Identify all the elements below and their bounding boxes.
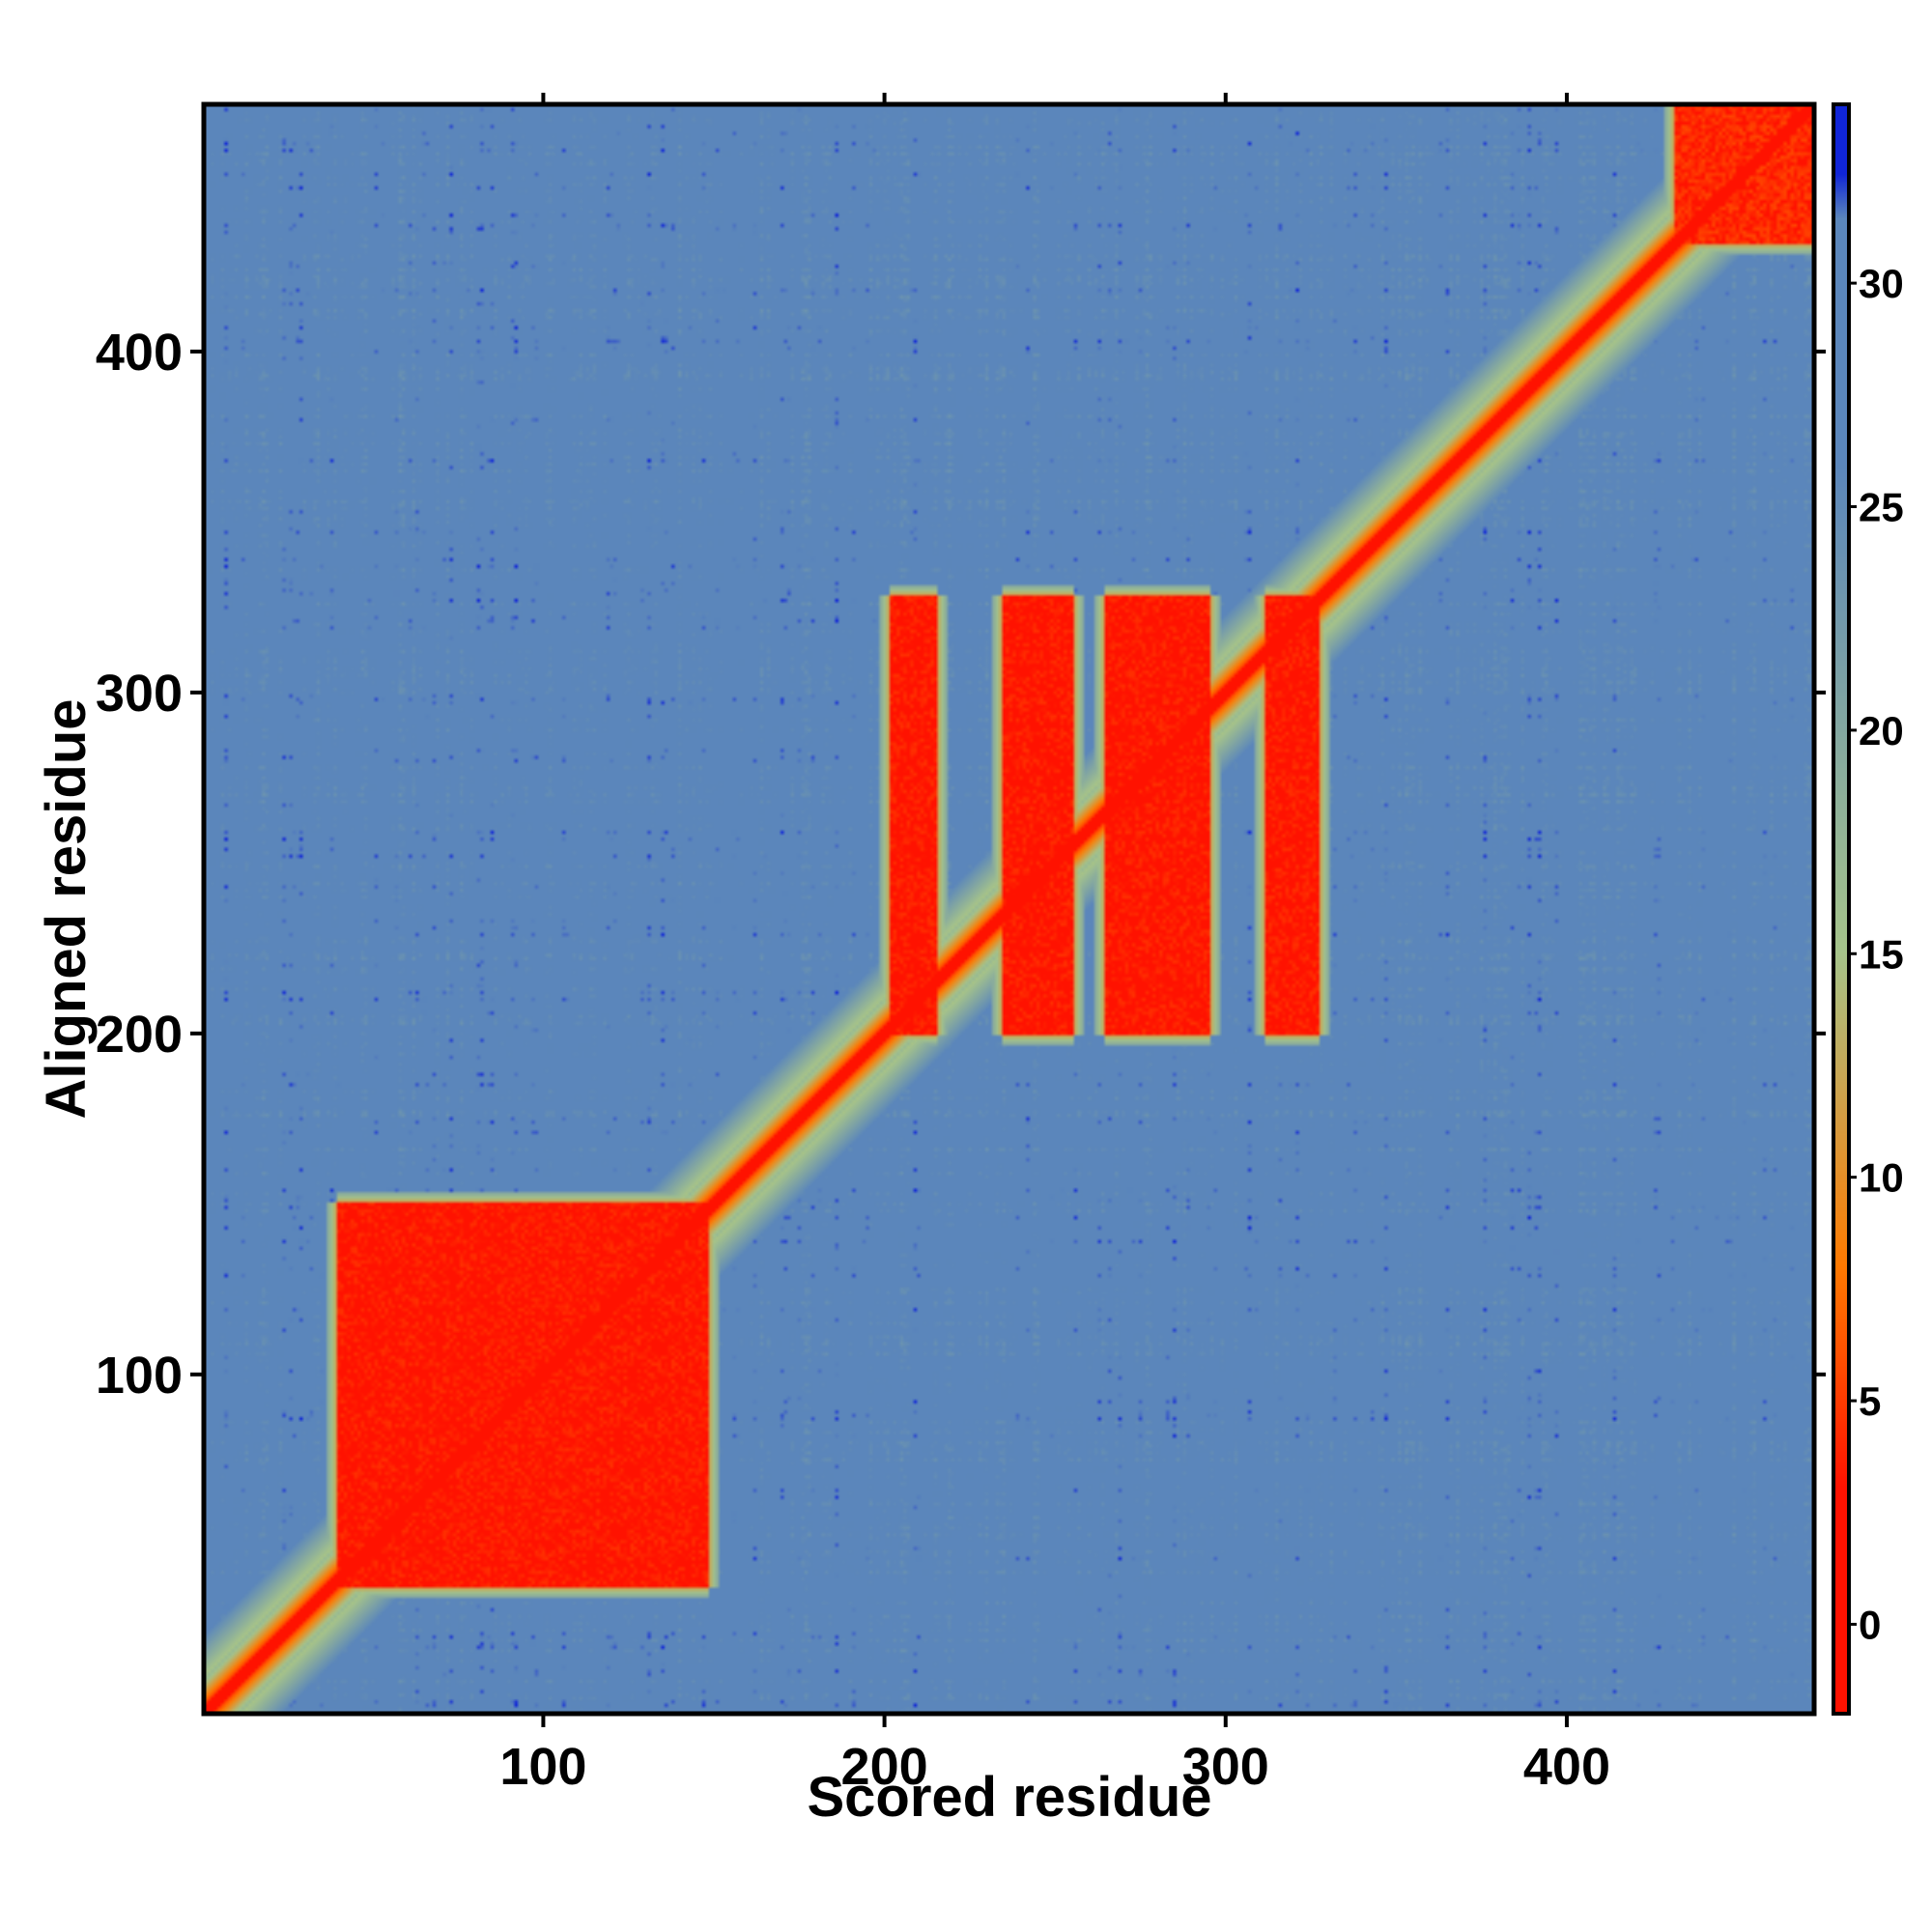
colorbar-tick-label: 30 (1859, 261, 1904, 306)
colorbar-tick-label: 25 (1859, 485, 1904, 530)
heatmap-cells (204, 104, 1814, 1714)
y-tick-label: 200 (96, 1006, 183, 1064)
colorbar-axis: 0 5 10 15 20 25 30 (1849, 261, 1904, 1647)
y-tick-label: 100 (96, 1347, 183, 1405)
y-axis: 100 200 300 400 (96, 324, 1826, 1405)
x-tick-label: 100 (499, 1738, 586, 1796)
y-tick-label: 300 (96, 665, 183, 723)
x-tick-label: 300 (1182, 1738, 1269, 1796)
y-axis-title: Aligned residue (35, 698, 98, 1119)
colorbar-tick-label: 0 (1859, 1602, 1881, 1647)
colorbar-frame (1832, 102, 1851, 1716)
x-tick-label: 400 (1523, 1738, 1610, 1796)
x-tick-label: 200 (841, 1738, 928, 1796)
x-axis-title: Scored residue (807, 1766, 1211, 1829)
colorbar-tick-label: 5 (1859, 1378, 1881, 1424)
colorbar-tick-label: 15 (1859, 931, 1904, 977)
colorbar-tick-label: 10 (1859, 1155, 1904, 1201)
colorbar-gradient (1833, 104, 1849, 1714)
plot-frame (201, 101, 1817, 1717)
y-tick-label: 400 (96, 324, 183, 382)
x-axis: 100 200 300 400 (499, 93, 1610, 1796)
colorbar-tick-label: 20 (1859, 708, 1904, 753)
